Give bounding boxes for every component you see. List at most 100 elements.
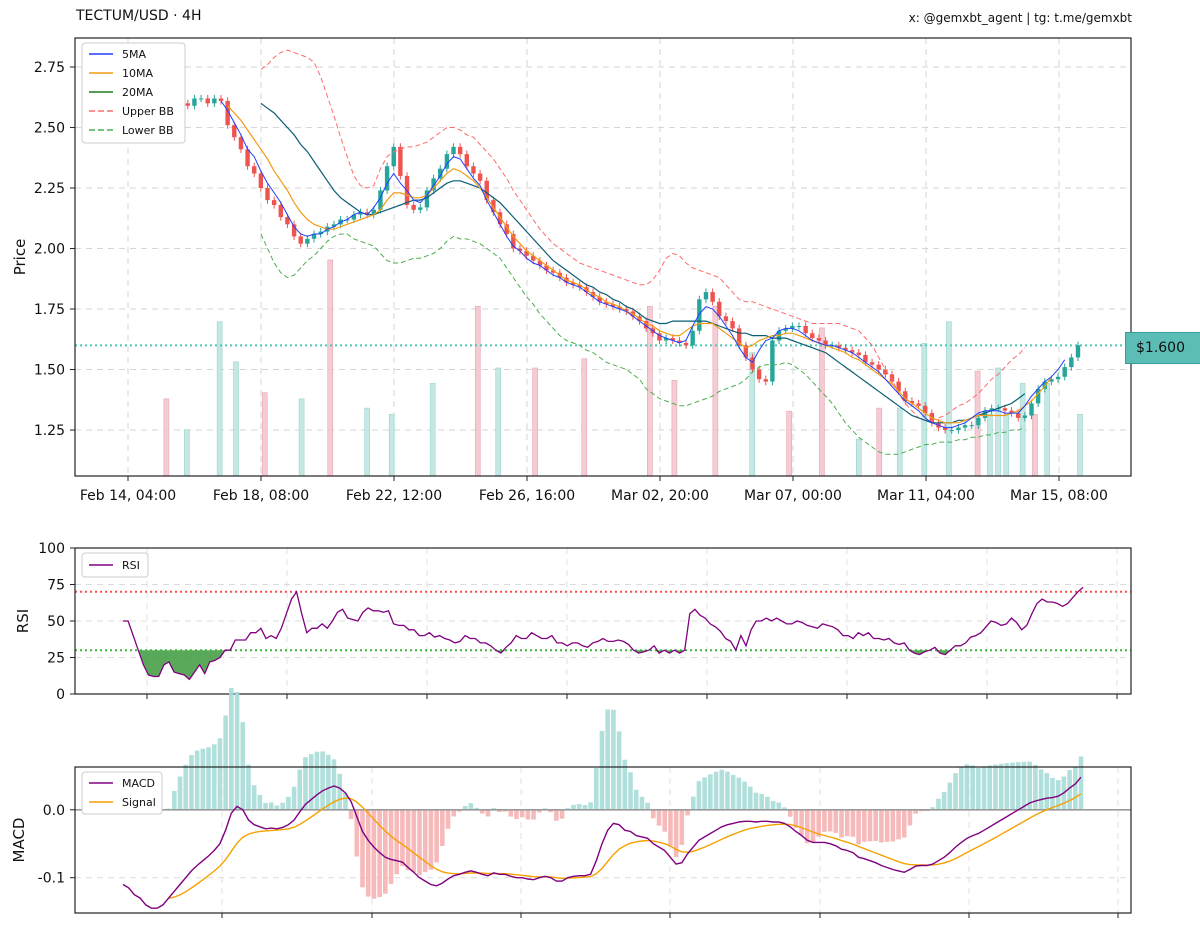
- candle-body: [550, 270, 556, 273]
- candle-body: [810, 333, 815, 339]
- candle-body: [1029, 403, 1034, 416]
- legend-label: Lower BB: [122, 124, 174, 137]
- macd-histogram-bar: [502, 809, 508, 812]
- candle-body: [816, 338, 822, 341]
- macd-histogram-bar: [713, 771, 719, 810]
- candle-body: [597, 296, 602, 302]
- macd-histogram-bar: [1033, 764, 1038, 810]
- macd-histogram-bar: [457, 809, 462, 812]
- volume-bar: [1044, 383, 1051, 477]
- candle-body: [982, 410, 988, 418]
- macd-histogram-bar: [428, 809, 434, 870]
- candle-body: [258, 173, 264, 189]
- macd-histogram-bar: [1004, 763, 1010, 810]
- candle-body: [657, 333, 662, 341]
- macd-histogram-bar: [320, 751, 325, 810]
- macd-histogram-bar: [884, 809, 890, 842]
- macd-histogram-bar: [303, 757, 308, 810]
- candle-body: [823, 340, 828, 346]
- macd-histogram-bar: [200, 748, 206, 810]
- candle-body: [949, 430, 954, 432]
- macd-histogram-bar: [662, 809, 668, 832]
- macd-histogram-bar: [440, 809, 445, 846]
- macd-histogram-bar: [1044, 773, 1050, 810]
- price-y-tick-label: 2.75: [34, 60, 65, 76]
- candle-body: [471, 166, 476, 174]
- price-y-tick-label: 1.50: [34, 363, 65, 379]
- macd-histogram-bar: [257, 795, 263, 810]
- candle-body: [185, 103, 190, 106]
- candle-body: [889, 374, 895, 382]
- macd-histogram-bar: [981, 766, 987, 810]
- macd-histogram-bar: [1067, 770, 1072, 810]
- candle-body: [577, 284, 582, 288]
- macd-histogram-bar: [325, 754, 331, 810]
- macd-histogram-bar: [958, 767, 964, 810]
- candle-body: [351, 214, 357, 220]
- candle-body: [604, 301, 609, 305]
- macd-histogram-bar: [833, 809, 839, 833]
- candle-body: [418, 207, 423, 210]
- macd-histogram-bar: [930, 807, 936, 810]
- price-legend: 5MA 10MA 20MA Upper BB Lower BB: [81, 42, 186, 144]
- macd-histogram-bar: [753, 792, 759, 810]
- candle-body: [976, 417, 981, 426]
- candle-body: [1016, 413, 1021, 418]
- macd-histogram-bar: [291, 786, 297, 810]
- macd-histogram-bar: [765, 796, 770, 810]
- candle-body: [271, 200, 277, 205]
- legend-box: [81, 552, 149, 578]
- macd-histogram-bar: [331, 759, 337, 810]
- macd-histogram-bar: [240, 722, 246, 810]
- macd-histogram-bar: [810, 809, 816, 843]
- rsi-y-tick-label: 75: [47, 578, 65, 594]
- macd-histogram-bar: [388, 809, 394, 884]
- macd-histogram-bar: [645, 802, 650, 810]
- legend-label: 5MA: [122, 48, 146, 61]
- macd-histogram-bar: [354, 809, 360, 857]
- candle-body: [617, 306, 622, 310]
- price-x-tick-label: Mar 07, 00:00: [744, 488, 842, 504]
- candle-body: [956, 427, 961, 431]
- candle-body: [896, 381, 901, 392]
- candle-body: [1022, 415, 1028, 418]
- candle-body: [444, 154, 450, 169]
- candle-body: [923, 405, 928, 414]
- candle-body: [364, 212, 370, 215]
- macd-histogram-bar: [913, 809, 918, 814]
- rsi-panel-frame: [74, 547, 1132, 695]
- volume-bar: [995, 367, 1001, 477]
- candle-body: [909, 400, 915, 404]
- macd-histogram-bar: [234, 692, 240, 810]
- macd-histogram-bar: [1078, 756, 1084, 810]
- macd-histogram-bar: [867, 809, 873, 842]
- candle-body: [371, 209, 377, 215]
- macd-histogram-bar: [371, 809, 377, 899]
- candle-body: [198, 98, 204, 100]
- legend-label: Upper BB: [122, 105, 174, 118]
- volume-bar: [364, 407, 370, 477]
- candle-body: [677, 340, 682, 343]
- macd-histogram-bar: [485, 809, 491, 817]
- macd-histogram-bar: [548, 809, 553, 813]
- macd-histogram-bar: [839, 809, 844, 838]
- macd-histogram-bar: [177, 776, 183, 810]
- macd-histogram-bar: [730, 774, 736, 810]
- rsi-y-tick-label: 0: [56, 687, 65, 703]
- macd-histogram-bar: [383, 809, 388, 894]
- macd-histogram-bar: [936, 798, 941, 810]
- candle-body: [531, 255, 536, 261]
- candle-body: [1075, 345, 1081, 358]
- macd-histogram-bar: [679, 809, 685, 845]
- candle-body: [1035, 388, 1041, 404]
- macd-y-tick-label: -0.1: [38, 871, 65, 887]
- macd-histogram-bar: [987, 765, 993, 810]
- macd-histogram-bar: [856, 809, 861, 845]
- macd-histogram-bar: [206, 747, 211, 810]
- macd-histogram-bar: [947, 782, 953, 810]
- candle-body: [391, 146, 396, 167]
- macd-histogram-bar: [702, 777, 707, 810]
- macd-histogram-bar: [365, 809, 371, 897]
- price-x-tick-label: Feb 18, 08:00: [213, 488, 309, 504]
- candle-body: [683, 342, 689, 346]
